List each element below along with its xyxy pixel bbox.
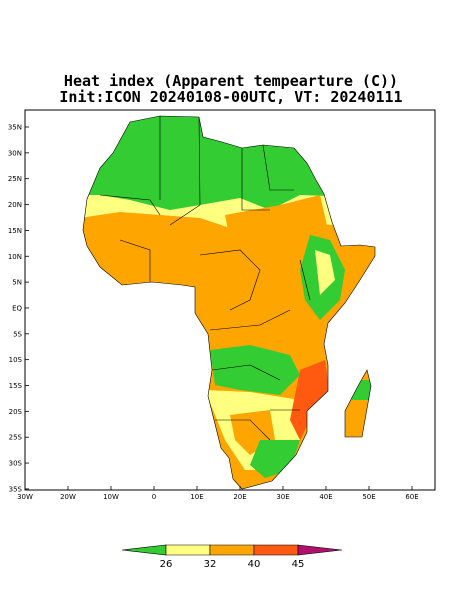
country-borders [99, 116, 311, 441]
colorbar-bin [165, 544, 211, 556]
colorbar-label: 32 [204, 559, 217, 570]
map-frame [24, 109, 436, 491]
axis-ticks: 35N 30N 25N 20N 15N 10N 5N EQ 5S 10S 15S 20S 25S 30S 3… [8, 124, 419, 502]
field-green-zambia [210, 345, 300, 395]
lon-label: 10E [190, 493, 203, 501]
lat-label: 30S [9, 460, 23, 468]
lat-label: 25S [9, 434, 23, 442]
colorbar-bin [209, 544, 255, 556]
lat-label: 5S [13, 330, 22, 338]
lat-label: 20N [8, 201, 22, 209]
lat-label: 10N [8, 253, 22, 261]
lat-label: 10S [9, 356, 23, 364]
colorbar-label: 40 [248, 559, 261, 570]
lon-label: 30W [17, 493, 33, 501]
lon-label: 0 [152, 493, 156, 501]
field-green-sahara [83, 116, 375, 210]
lat-label: 20S [9, 408, 23, 416]
colorbar-label: 45 [292, 559, 305, 570]
lat-label: 5N [12, 279, 22, 287]
lon-label: 40E [319, 493, 332, 501]
lat-label: 15S [9, 382, 23, 390]
field-green-madagascar [345, 380, 372, 400]
lon-label: 10W [103, 493, 119, 501]
field-yellow-ethiopia [315, 250, 335, 295]
lon-label: 60E [405, 493, 418, 501]
colorbar-bin [253, 544, 299, 556]
lat-label: 15N [8, 227, 22, 235]
colorbar-label: 26 [160, 559, 173, 570]
lat-label: 25N [8, 175, 22, 183]
lon-label: 30E [276, 493, 289, 501]
lat-label: 30N [8, 149, 22, 157]
lat-label: 35S [9, 485, 23, 493]
field-red-mozambique [290, 360, 330, 440]
lat-label: 35N [8, 124, 22, 132]
lon-label: 20W [60, 493, 76, 501]
lon-label: 20E [233, 493, 246, 501]
madagascar-coastline [344, 369, 372, 438]
title-line-1: Heat index (Apparent tempearture (C)) [64, 72, 398, 90]
lat-label: EQ [12, 304, 22, 312]
colorbar-bin [297, 544, 343, 556]
lon-label: 50E [362, 493, 375, 501]
colorbar: 26 32 40 45 [121, 544, 343, 570]
colorbar-bin [121, 544, 167, 556]
title-line-2: Init:ICON 20240108-00UTC, VT: 20240111 [59, 88, 402, 106]
field-orange-sudan [225, 195, 328, 250]
heat-field [83, 116, 375, 489]
